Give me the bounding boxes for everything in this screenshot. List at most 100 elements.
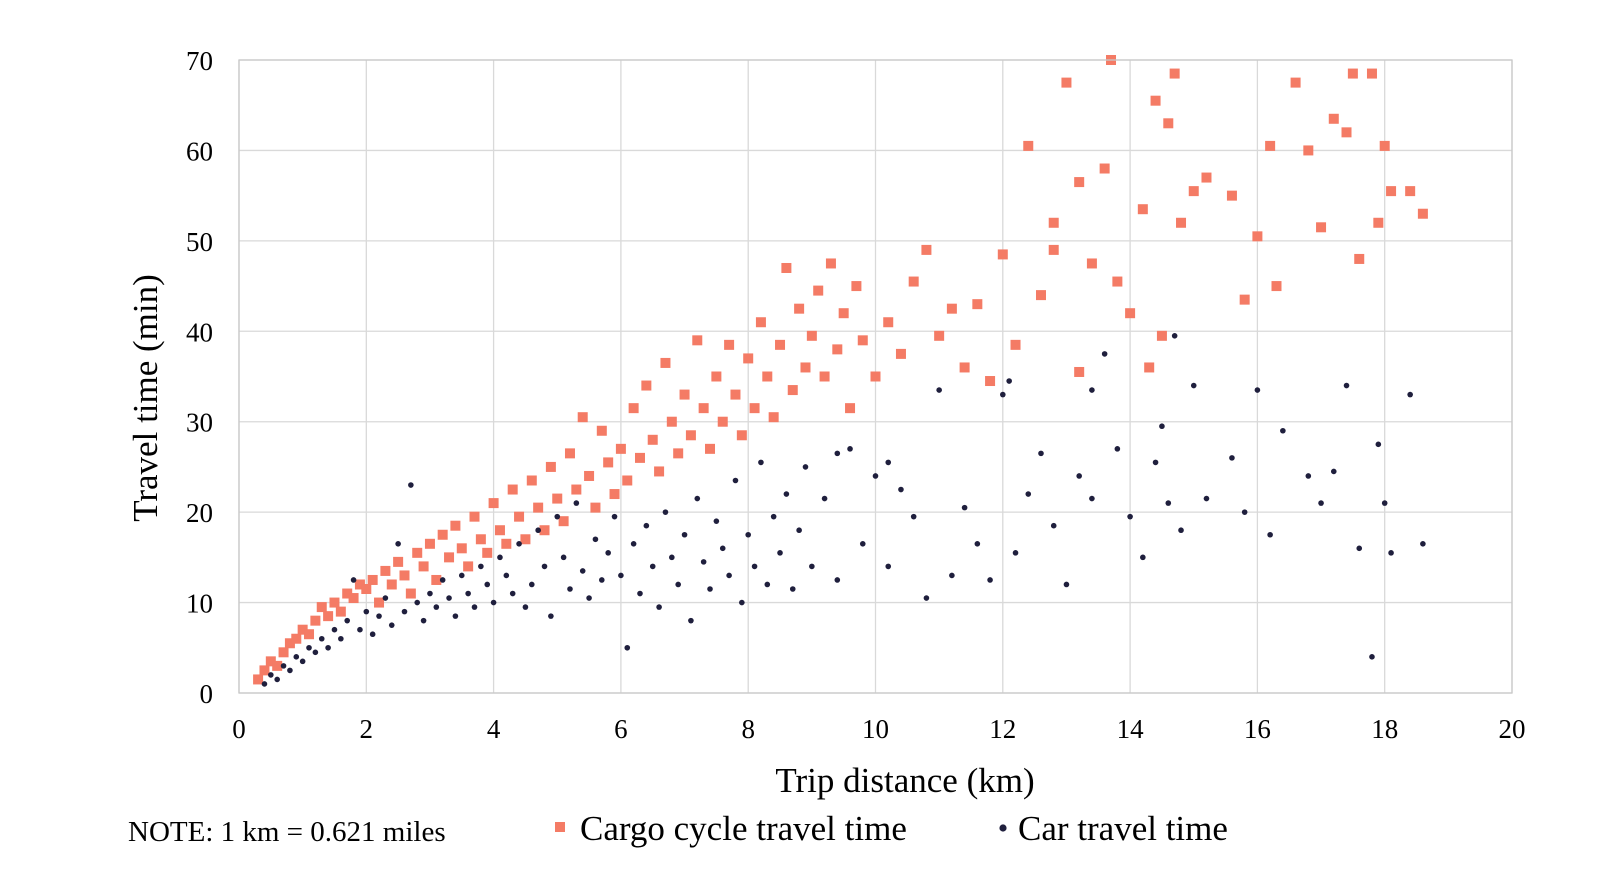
cycle-point xyxy=(736,430,747,441)
car-point xyxy=(643,522,650,529)
cycle-point xyxy=(456,543,467,554)
cycle-point xyxy=(1048,217,1059,228)
x-tick-label: 6 xyxy=(614,714,628,744)
legend: Cargo cycle travel time Car travel time xyxy=(555,809,1228,848)
car-point xyxy=(420,617,427,624)
cycle-point xyxy=(1061,77,1072,88)
car-point xyxy=(408,482,414,488)
cycle-point xyxy=(1074,366,1085,377)
car-point xyxy=(1152,459,1159,466)
car-point xyxy=(1375,441,1382,448)
y-axis-title: Travel time (min) xyxy=(126,274,165,522)
cycle-point xyxy=(787,385,798,396)
y-tick-label: 70 xyxy=(186,46,213,76)
cycle-point xyxy=(946,303,957,314)
note-text: NOTE: 1 km = 0.621 miles xyxy=(128,816,446,848)
car-point xyxy=(764,581,771,588)
car-point xyxy=(414,599,421,606)
y-tick-label: 20 xyxy=(186,498,213,528)
car-point xyxy=(293,654,300,660)
car-point xyxy=(1407,391,1413,398)
car-point xyxy=(885,459,892,466)
cycle-point xyxy=(1373,217,1384,228)
cycle-point xyxy=(488,498,499,509)
car-point xyxy=(274,676,280,683)
legend-car-marker xyxy=(999,824,1007,832)
x-tick-label: 2 xyxy=(360,714,374,744)
car-point xyxy=(376,613,382,619)
cycle-point xyxy=(564,448,575,459)
car-point xyxy=(548,613,554,619)
cycle-point xyxy=(1265,140,1276,151)
car-point xyxy=(1038,450,1044,457)
car-point xyxy=(382,595,389,601)
car-point xyxy=(770,513,777,520)
y-tick-label: 40 xyxy=(186,317,213,347)
car-point xyxy=(509,590,516,597)
car-point xyxy=(516,540,522,547)
cycle-point xyxy=(1125,308,1136,319)
cycle-point xyxy=(424,538,435,549)
car-point xyxy=(758,459,764,466)
car-point xyxy=(452,613,459,619)
cycle-point xyxy=(1023,140,1034,151)
cycle-point xyxy=(412,547,423,558)
car-point xyxy=(1076,473,1082,479)
cycle-point xyxy=(838,308,849,319)
cycle-point xyxy=(304,629,315,640)
car-point xyxy=(318,635,325,642)
car-point xyxy=(1343,382,1350,389)
car-point xyxy=(987,577,993,583)
cycle-point xyxy=(1405,186,1416,197)
car-point xyxy=(363,608,370,615)
cycle-point xyxy=(908,276,919,287)
car-point xyxy=(694,495,701,502)
car-point xyxy=(592,536,599,543)
cycle-point xyxy=(743,353,754,364)
cycle-point xyxy=(584,470,595,481)
cycle-point xyxy=(475,534,486,545)
car-point xyxy=(1381,500,1388,506)
car-point xyxy=(1330,468,1337,475)
car-point xyxy=(395,540,401,547)
car-point xyxy=(401,608,408,615)
car-point xyxy=(630,540,637,547)
car-point xyxy=(726,572,732,579)
cycle-point xyxy=(596,425,607,436)
car-point xyxy=(261,681,268,687)
x-tick-label: 20 xyxy=(1499,714,1526,744)
cycle-point xyxy=(291,633,302,644)
car-point xyxy=(478,563,484,570)
car-point xyxy=(923,595,930,601)
cycle-point xyxy=(641,380,652,391)
car-point xyxy=(739,599,745,606)
cycle-point xyxy=(284,638,295,649)
cycle-point xyxy=(679,389,690,400)
car-point xyxy=(1203,495,1210,502)
cycle-point xyxy=(806,330,817,341)
cycle-point xyxy=(615,443,626,454)
cycle-point xyxy=(870,371,881,382)
cycle-point xyxy=(698,403,709,414)
car-point xyxy=(541,563,548,570)
car-point xyxy=(783,491,790,497)
x-tick-label: 12 xyxy=(989,714,1016,744)
car-point xyxy=(1140,554,1146,561)
cycle-point xyxy=(622,475,633,486)
points-layer xyxy=(253,55,1428,687)
cycle-point xyxy=(469,511,480,522)
car-point xyxy=(624,644,631,651)
cycle-point xyxy=(520,534,531,545)
cycle-point xyxy=(813,285,824,296)
cycle-point xyxy=(628,403,639,414)
car-point xyxy=(471,604,478,610)
cycle-point xyxy=(1226,190,1237,201)
x-tick-label: 14 xyxy=(1117,714,1145,744)
car-point xyxy=(605,550,611,556)
car-point xyxy=(280,663,287,669)
cycle-point xyxy=(609,489,620,500)
legend-cycle-label: Cargo cycle travel time xyxy=(580,809,907,848)
cycle-point xyxy=(634,452,645,463)
y-tick-label: 50 xyxy=(186,227,213,257)
